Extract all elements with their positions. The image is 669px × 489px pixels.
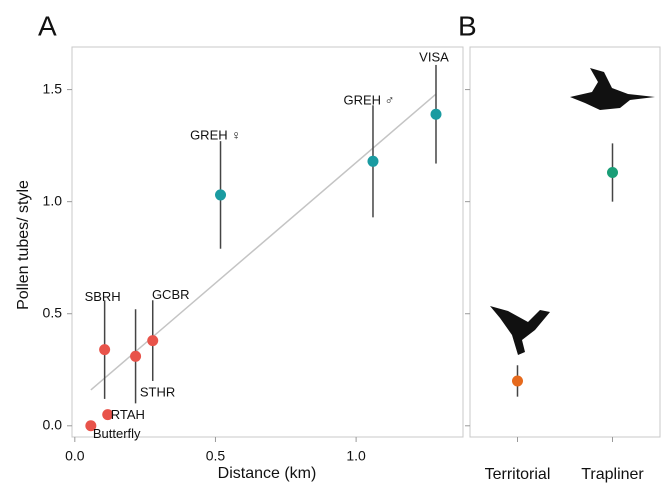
y-tick-label: 1.0 (43, 192, 63, 208)
point (147, 335, 159, 347)
point (607, 167, 618, 179)
point (430, 108, 442, 120)
x-tick-label: 1.0 (346, 448, 366, 464)
point (512, 375, 523, 387)
panel-b-frame (469, 46, 661, 438)
point-label: GREH ♂ (344, 93, 395, 108)
point (99, 344, 111, 356)
x-tick-label: Trapliner (581, 466, 644, 483)
y-axis-label: Pollen tubes/ style (15, 180, 32, 310)
point (85, 420, 97, 432)
point-label: SBRH (85, 289, 121, 304)
point-label: STHR (140, 385, 175, 400)
panel-letter: B (458, 10, 477, 41)
panel-letter: A (38, 10, 57, 41)
y-tick-label: 1.5 (43, 80, 63, 96)
trend-line (90, 93, 437, 391)
x-axis-label: Distance (km) (218, 465, 317, 482)
point (215, 189, 227, 201)
point (102, 409, 114, 421)
point-label: Butterfly (93, 426, 141, 441)
y-tick-label: 0.5 (43, 304, 63, 320)
x-tick-label: 0.0 (65, 448, 85, 464)
point-label: VISA (419, 50, 449, 65)
y-tick-label: 0.0 (43, 416, 63, 432)
point (130, 350, 142, 362)
point-label: GCBR (152, 287, 190, 302)
panel-a-frame (71, 46, 464, 438)
point-label: RTAH (111, 407, 145, 422)
hummingbird-icon (490, 68, 655, 355)
point-label: GREH ♀ (190, 127, 241, 142)
point (367, 155, 379, 167)
x-tick-label: Territorial (485, 466, 551, 483)
x-tick-label: 0.5 (206, 448, 226, 464)
